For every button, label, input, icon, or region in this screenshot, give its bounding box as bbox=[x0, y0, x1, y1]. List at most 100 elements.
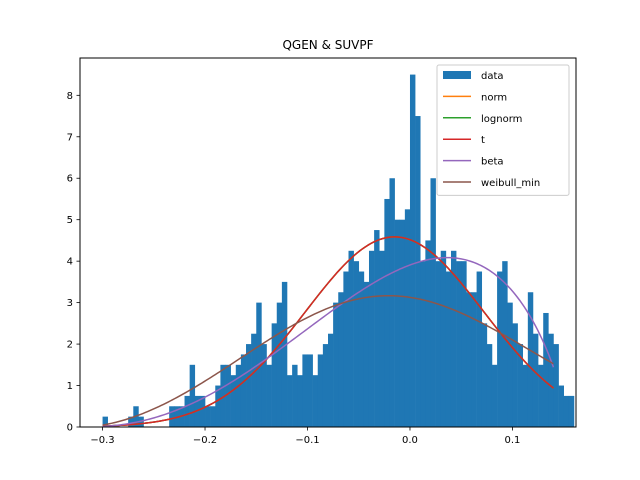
histogram-bar bbox=[471, 292, 477, 427]
histogram-bar bbox=[558, 385, 564, 427]
histogram-bar bbox=[333, 302, 339, 427]
histogram-bar bbox=[543, 312, 549, 427]
histogram-bar bbox=[266, 364, 272, 427]
legend-box bbox=[436, 64, 570, 196]
histogram-bar bbox=[522, 364, 529, 427]
histogram-bar bbox=[205, 406, 211, 427]
histogram-bar bbox=[194, 395, 201, 427]
y-tick-label: 3 bbox=[67, 298, 73, 309]
chart-title: QGEN & SUVPF bbox=[282, 38, 373, 52]
series-line-beta bbox=[102, 256, 555, 428]
x-tick-label: 0.0 bbox=[402, 435, 418, 446]
histogram-bar bbox=[481, 323, 488, 427]
histogram-bar bbox=[512, 323, 518, 427]
histogram-bar bbox=[251, 333, 257, 427]
histogram-bar bbox=[374, 230, 380, 427]
histogram-bar bbox=[450, 250, 457, 427]
histogram-bar bbox=[358, 271, 365, 427]
histogram-bar bbox=[287, 375, 293, 427]
plot-frame bbox=[79, 57, 577, 428]
histogram-bar bbox=[261, 344, 267, 427]
histogram-bar bbox=[486, 344, 493, 427]
histogram-bar bbox=[338, 292, 344, 427]
histogram-bar bbox=[476, 271, 483, 427]
x-axis: −0.3 −0.2 −0.1 0.0 0.1 bbox=[90, 427, 520, 446]
histogram-bar bbox=[563, 395, 570, 427]
histogram-bar bbox=[409, 74, 416, 427]
histogram-bar bbox=[456, 261, 462, 427]
y-tick-label: 6 bbox=[67, 174, 73, 185]
histogram-bar bbox=[199, 395, 206, 427]
histogram-bar bbox=[440, 250, 447, 427]
histogram-bar bbox=[568, 395, 575, 427]
histogram-bar bbox=[394, 219, 401, 427]
histogram-bar bbox=[215, 385, 221, 427]
series-line-weibull_min bbox=[102, 294, 554, 426]
histogram-bar bbox=[102, 416, 108, 427]
histogram-bar bbox=[497, 271, 503, 427]
histogram-bar bbox=[230, 375, 237, 427]
histogram-bar bbox=[384, 198, 390, 427]
histogram-bar bbox=[353, 261, 360, 427]
legend-label: norm bbox=[481, 92, 507, 103]
histogram-bar bbox=[548, 333, 554, 427]
histogram-bar bbox=[246, 344, 252, 427]
legend: data norm lognorm t beta weibull_min bbox=[436, 64, 570, 196]
histogram-bar bbox=[389, 178, 395, 427]
histogram-bar bbox=[235, 364, 242, 427]
histogram-bar bbox=[276, 302, 283, 427]
histogram-bar bbox=[271, 323, 278, 427]
histogram-bar bbox=[404, 209, 411, 427]
histogram-bar bbox=[527, 292, 534, 427]
histogram-bar bbox=[343, 271, 349, 427]
histogram-bar bbox=[189, 364, 196, 427]
histogram-bar bbox=[317, 354, 324, 427]
legend-label: data bbox=[481, 71, 504, 82]
histogram-bar bbox=[210, 406, 216, 427]
x-tick-label: −0.3 bbox=[90, 435, 114, 446]
y-tick-label: 0 bbox=[67, 423, 73, 434]
histogram-bar bbox=[363, 281, 370, 427]
histogram-bar bbox=[312, 375, 319, 427]
x-tick-label: −0.2 bbox=[193, 435, 217, 446]
histogram-bar bbox=[425, 240, 431, 427]
histogram-bar bbox=[415, 116, 421, 427]
fit-curves bbox=[102, 236, 555, 428]
legend-label: weibull_min bbox=[481, 178, 540, 189]
histogram-bar bbox=[553, 344, 559, 427]
histogram-bar bbox=[532, 333, 539, 427]
histogram-bar bbox=[184, 395, 190, 427]
y-tick-label: 4 bbox=[67, 257, 73, 268]
histogram-bar bbox=[348, 250, 354, 427]
x-tick-label: 0.1 bbox=[505, 435, 521, 446]
histogram-bar bbox=[445, 271, 452, 427]
histogram-bars bbox=[102, 74, 575, 427]
histogram-bar bbox=[507, 302, 513, 427]
histogram-bar bbox=[240, 354, 247, 427]
histogram-bar bbox=[399, 219, 406, 427]
histogram-bar bbox=[491, 364, 498, 427]
histogram-bar bbox=[297, 375, 303, 427]
histogram-bar bbox=[368, 250, 375, 427]
series-line-t bbox=[102, 236, 554, 427]
y-tick-label: 7 bbox=[67, 132, 73, 143]
histogram-bar bbox=[128, 416, 134, 427]
legend-label: beta bbox=[481, 157, 504, 168]
legend-label: t bbox=[481, 135, 485, 146]
histogram-bar bbox=[322, 344, 329, 427]
histogram-bar bbox=[517, 344, 524, 427]
histogram-bar bbox=[461, 261, 467, 427]
histogram-bar bbox=[220, 364, 226, 427]
histogram-bar bbox=[169, 406, 175, 427]
histogram-bar bbox=[466, 292, 472, 427]
histogram-bar bbox=[328, 333, 334, 427]
histogram-bar bbox=[420, 261, 426, 427]
histogram-bar bbox=[435, 261, 442, 427]
legend-swatch bbox=[443, 71, 471, 79]
histogram-bar bbox=[538, 364, 544, 427]
histogram-bar bbox=[225, 364, 231, 427]
y-tick-label: 1 bbox=[67, 381, 73, 392]
histogram-bar bbox=[292, 364, 298, 427]
y-tick-label: 2 bbox=[67, 340, 73, 351]
